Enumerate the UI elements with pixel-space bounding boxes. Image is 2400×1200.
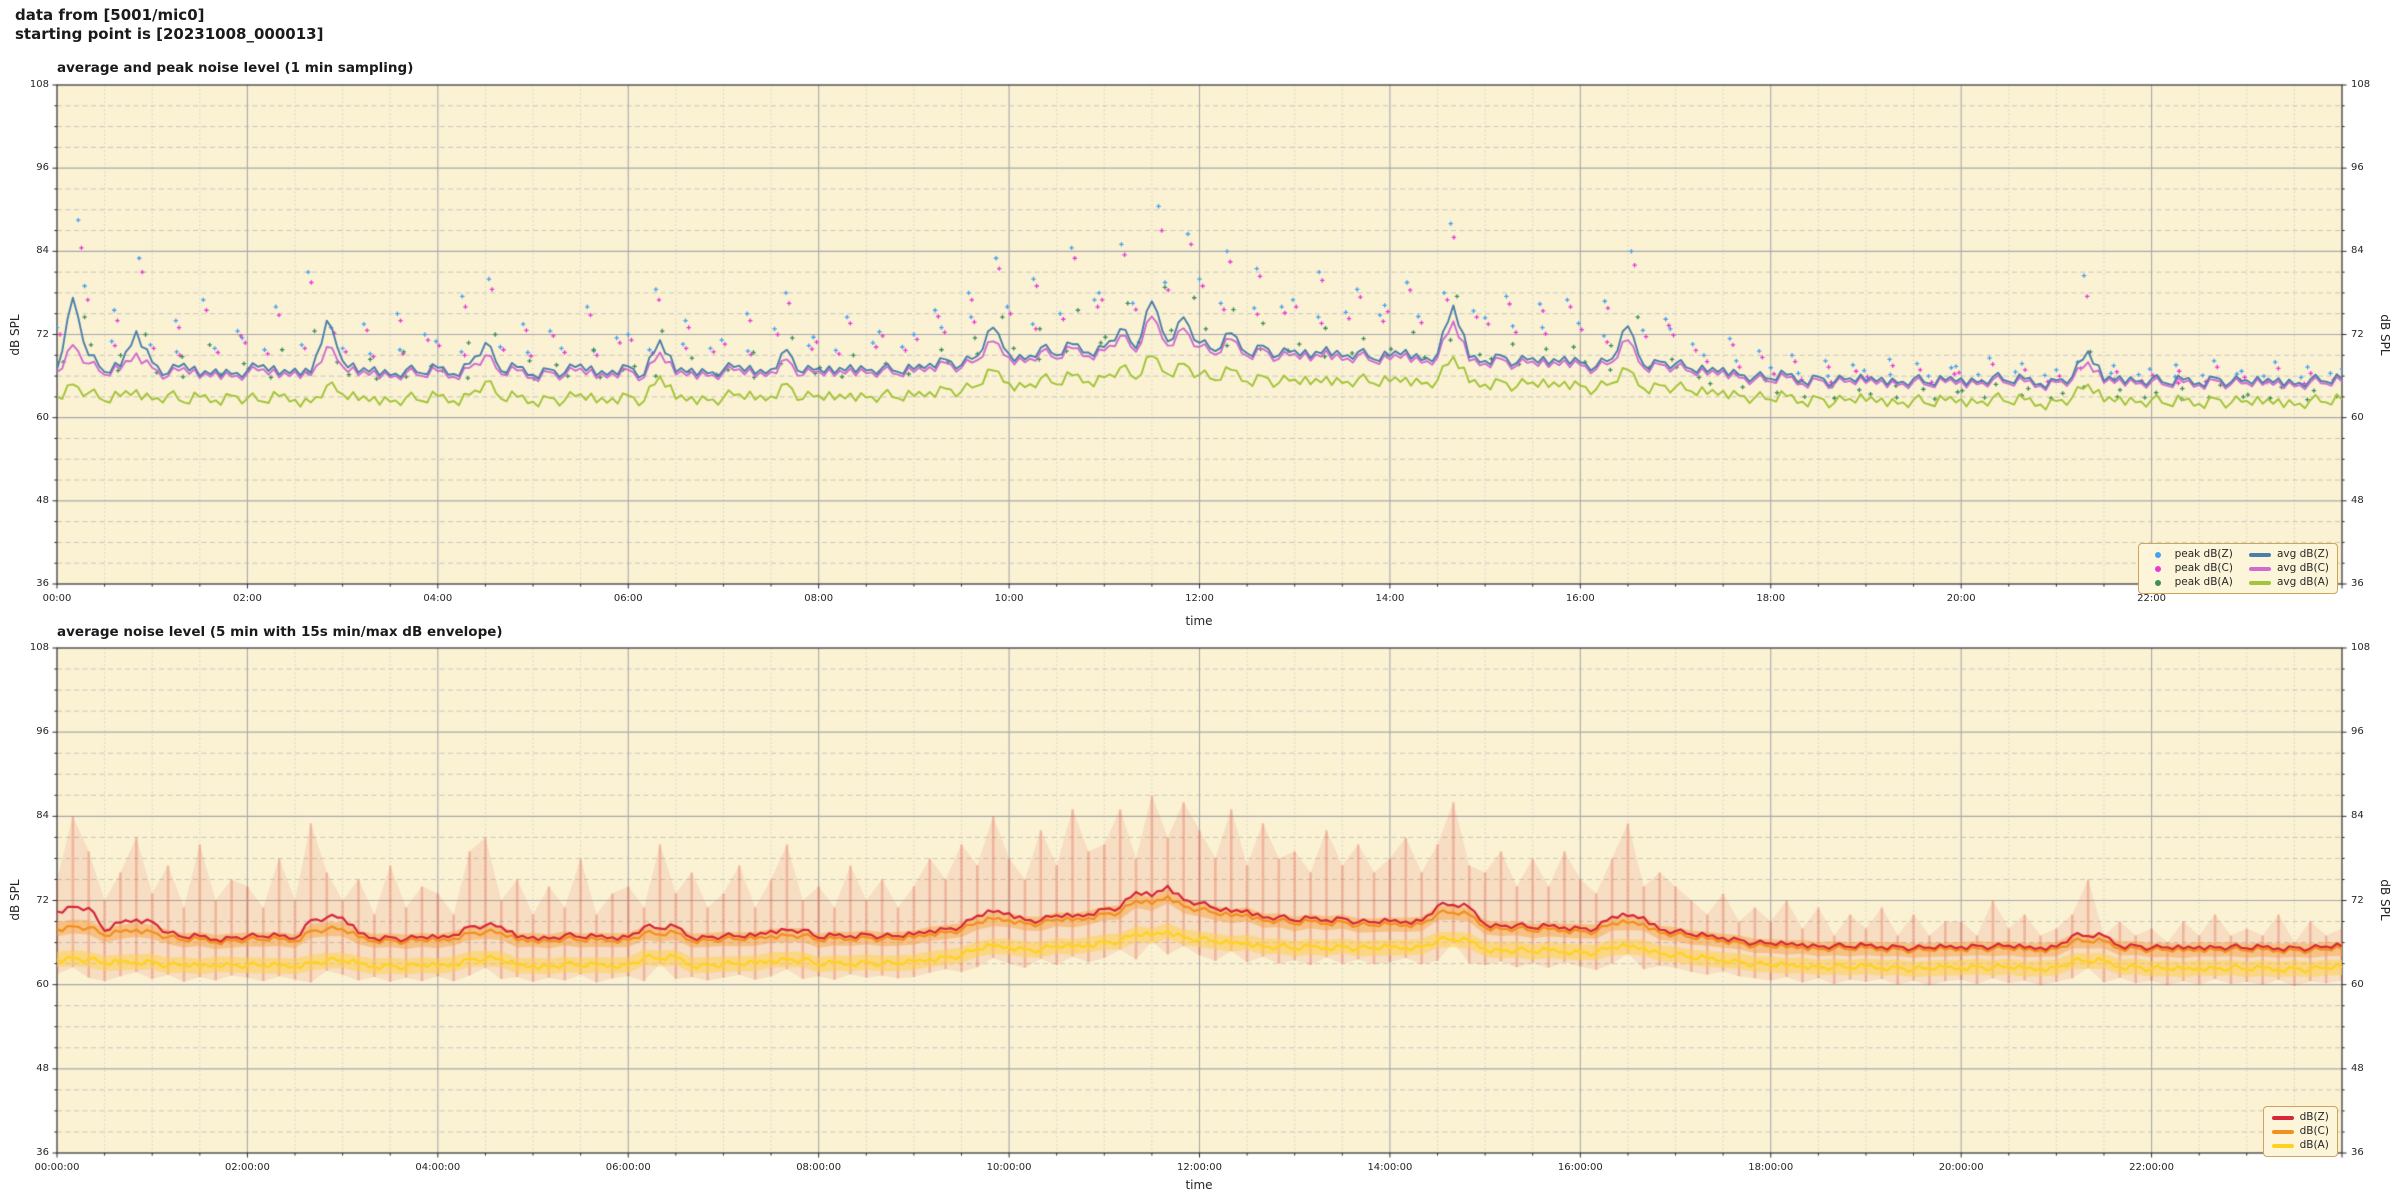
legend-item: dB(C) — [2271, 1125, 2329, 1138]
y-tick-label: 96 — [36, 726, 49, 738]
x-tick-label: 06:00:00 — [605, 1162, 651, 1173]
y-tick-label: 60 — [36, 978, 49, 990]
legend-marker-dbc — [2271, 1129, 2294, 1134]
x-tick-label: 02:00:00 — [224, 1162, 270, 1173]
x-tick-label: 08:00:00 — [796, 1162, 842, 1173]
y-tick-label: 36 — [2351, 578, 2364, 589]
x-tick-label: 20:00:00 — [1938, 1162, 1984, 1173]
top-chart-ylabel-right: dB SPL — [2378, 314, 2392, 356]
legend-item: avg dB(A) — [2248, 576, 2329, 589]
y-tick-label: 72 — [2351, 328, 2364, 340]
y-tick-label: 60 — [36, 411, 49, 423]
legend-marker-dbz — [2271, 1115, 2294, 1120]
x-tick-label: 12:00:00 — [1177, 1162, 1222, 1173]
x-tick-label: 04:00:00 — [415, 1162, 461, 1173]
x-tick-label: 00:00 — [42, 593, 72, 604]
bottom-chart-xlabel: time — [1185, 1178, 1213, 1192]
x-tick-label: 14:00 — [1375, 593, 1405, 604]
legend-label: avg dB(Z) — [2276, 548, 2329, 560]
top-chart-title: average and peak noise level (1 min samp… — [57, 60, 414, 76]
legend-marker-peak-dbz — [2154, 551, 2161, 558]
x-tick-label: 00:00:00 — [34, 1162, 80, 1173]
legend-label: peak dB(C) — [2174, 562, 2233, 574]
x-tick-label: 18:00 — [1756, 593, 1786, 604]
y-tick-label: 108 — [29, 642, 49, 653]
top-chart-legend: peak dB(Z) avg dB(Z) peak dB(C) avg dB(C… — [2137, 543, 2338, 594]
legend-label: avg dB(A) — [2276, 576, 2329, 588]
top-chart-xlabel: time — [1185, 614, 1213, 628]
x-tick-label: 20:00 — [1946, 593, 1976, 604]
y-tick-label: 96 — [36, 162, 49, 174]
header-line-2: starting point is [20231008_000013] — [15, 25, 324, 43]
legend-label: peak dB(A) — [2174, 576, 2233, 588]
legend-item: peak dB(A) — [2147, 576, 2233, 589]
y-tick-label: 72 — [2351, 894, 2364, 906]
legend-item: peak dB(Z) — [2147, 548, 2233, 561]
y-tick-label: 36 — [2351, 1147, 2364, 1158]
legend-label: avg dB(C) — [2276, 562, 2329, 574]
y-tick-label: 84 — [36, 245, 49, 257]
legend-item: avg dB(Z) — [2248, 548, 2329, 561]
y-tick-label: 48 — [2351, 1062, 2364, 1074]
x-tick-label: 02:00 — [232, 593, 262, 604]
legend-item: dB(A) — [2271, 1139, 2329, 1152]
legend-marker-avg-dbz — [2248, 552, 2271, 557]
y-tick-label: 96 — [2351, 162, 2364, 174]
y-tick-label: 60 — [2351, 411, 2364, 423]
x-tick-label: 18:00:00 — [1748, 1162, 1794, 1173]
legend-item: avg dB(C) — [2248, 562, 2329, 575]
x-tick-label: 14:00:00 — [1367, 1162, 1413, 1173]
legend-label: dB(C) — [2299, 1125, 2329, 1137]
y-tick-label: 36 — [36, 578, 49, 589]
legend-marker-dba — [2271, 1143, 2294, 1148]
x-tick-label: 10:00:00 — [986, 1162, 1032, 1173]
legend-label: peak dB(Z) — [2174, 548, 2233, 560]
y-tick-label: 72 — [36, 328, 49, 340]
x-tick-label: 16:00:00 — [1557, 1162, 1603, 1173]
y-tick-label: 72 — [36, 894, 49, 906]
bottom-chart-legend: dB(Z) dB(C) dB(A) — [2262, 1106, 2338, 1157]
y-tick-label: 48 — [36, 494, 49, 506]
y-tick-label: 84 — [2351, 810, 2364, 822]
header-line-1: data from [5001/mic0] — [15, 6, 205, 24]
y-tick-label: 36 — [36, 1147, 49, 1158]
x-tick-label: 06:00 — [613, 593, 643, 604]
x-tick-label: 12:00 — [1185, 593, 1214, 604]
x-tick-label: 08:00 — [804, 593, 834, 604]
y-tick-label: 84 — [36, 810, 49, 822]
legend-item: dB(Z) — [2271, 1111, 2329, 1124]
y-tick-label: 60 — [2351, 978, 2364, 990]
legend-marker-peak-dbc — [2154, 565, 2161, 572]
legend-item: peak dB(C) — [2147, 562, 2233, 575]
y-tick-label: 48 — [2351, 494, 2364, 506]
y-tick-label: 96 — [2351, 726, 2364, 738]
legend-marker-avg-dbc — [2248, 566, 2271, 571]
x-tick-label: 16:00 — [1565, 593, 1595, 604]
legend-marker-avg-dba — [2248, 580, 2271, 585]
bottom-chart-ylabel-right: dB SPL — [2378, 879, 2392, 921]
y-tick-label: 108 — [29, 79, 49, 90]
x-tick-label: 22:00:00 — [2129, 1162, 2175, 1173]
x-tick-label: 22:00 — [2137, 593, 2166, 604]
x-tick-label: 10:00 — [994, 593, 1024, 604]
y-tick-label: 108 — [2351, 79, 2371, 90]
y-tick-label: 108 — [2351, 642, 2371, 653]
bottom-chart-title: average noise level (5 min with 15s min/… — [57, 624, 503, 640]
legend-marker-peak-dba — [2154, 579, 2161, 586]
legend-label: dB(Z) — [2299, 1111, 2329, 1123]
x-tick-label: 04:00 — [423, 593, 453, 604]
y-tick-label: 84 — [2351, 245, 2364, 257]
y-tick-label: 48 — [36, 1062, 49, 1074]
legend-label: dB(A) — [2299, 1139, 2329, 1151]
